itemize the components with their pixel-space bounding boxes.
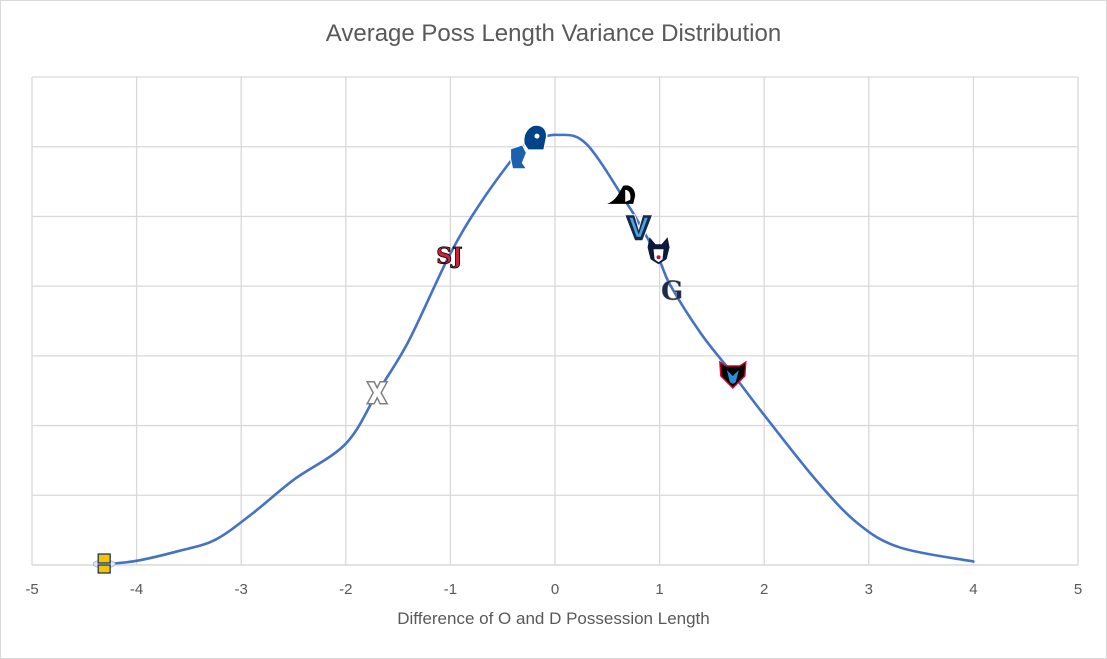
- friar-logo-icon: Providence: [607, 185, 636, 204]
- x-tick-label: 2: [760, 581, 768, 598]
- demon-logo-icon: DePaul: [719, 360, 747, 389]
- x-tick-label: -5: [25, 581, 38, 598]
- x-tick-label: -1: [444, 581, 457, 598]
- gridlines: [31, 76, 1079, 566]
- mu-u: [97, 564, 111, 574]
- v-outer: [623, 214, 654, 242]
- x-tick-label: -4: [130, 581, 143, 598]
- sj-letters: SJ: [436, 243, 462, 269]
- v-logo-icon: Villanova: [623, 214, 654, 242]
- x-shape: [365, 381, 389, 405]
- mu-logo-icon: Marquette: [92, 553, 116, 574]
- x-tick-label: 0: [551, 581, 559, 598]
- pirate-eye: [534, 133, 540, 139]
- demon-shield: [719, 360, 747, 389]
- x-tick-label: 5: [1074, 581, 1082, 598]
- friar-hood: [607, 185, 636, 204]
- bluejay-shape: [509, 144, 528, 170]
- friar-face: [625, 189, 631, 202]
- demon-face: [726, 369, 739, 384]
- husky-logo-icon: UConn: [647, 237, 670, 265]
- series-line: [102, 133, 975, 566]
- x-tick-label: 1: [655, 581, 663, 598]
- husky-tongue: [656, 255, 661, 260]
- x-tick-label: -3: [235, 581, 248, 598]
- x-axis-label: Difference of O and D Possession Length: [397, 609, 710, 628]
- x-tick-label: 3: [865, 581, 873, 598]
- team-logos: Marquette Xavier St. John'sSJ CreightonSeto…: [92, 124, 747, 574]
- series-layer: [102, 133, 975, 566]
- pirate-logo-icon: Seton Hall: [522, 124, 548, 151]
- g-logo-icon: GeorgetownG: [661, 276, 684, 307]
- x-tick-label: -2: [339, 581, 352, 598]
- bluejay-logo-icon: Creighton: [509, 144, 528, 170]
- x-tick-labels: -5 -4 -3 -2 -1 0 1 2 3 4 5: [25, 581, 1082, 598]
- x-logo-icon: Xavier: [365, 381, 389, 405]
- x-tick-label: 4: [969, 581, 977, 598]
- sj-logo-icon: St. John'sSJ: [436, 243, 463, 270]
- v-inner: [629, 217, 648, 237]
- mu-m: [97, 553, 111, 564]
- g-letter: G: [661, 277, 683, 307]
- chart-title: Average Poss Length Variance Distributio…: [325, 20, 782, 47]
